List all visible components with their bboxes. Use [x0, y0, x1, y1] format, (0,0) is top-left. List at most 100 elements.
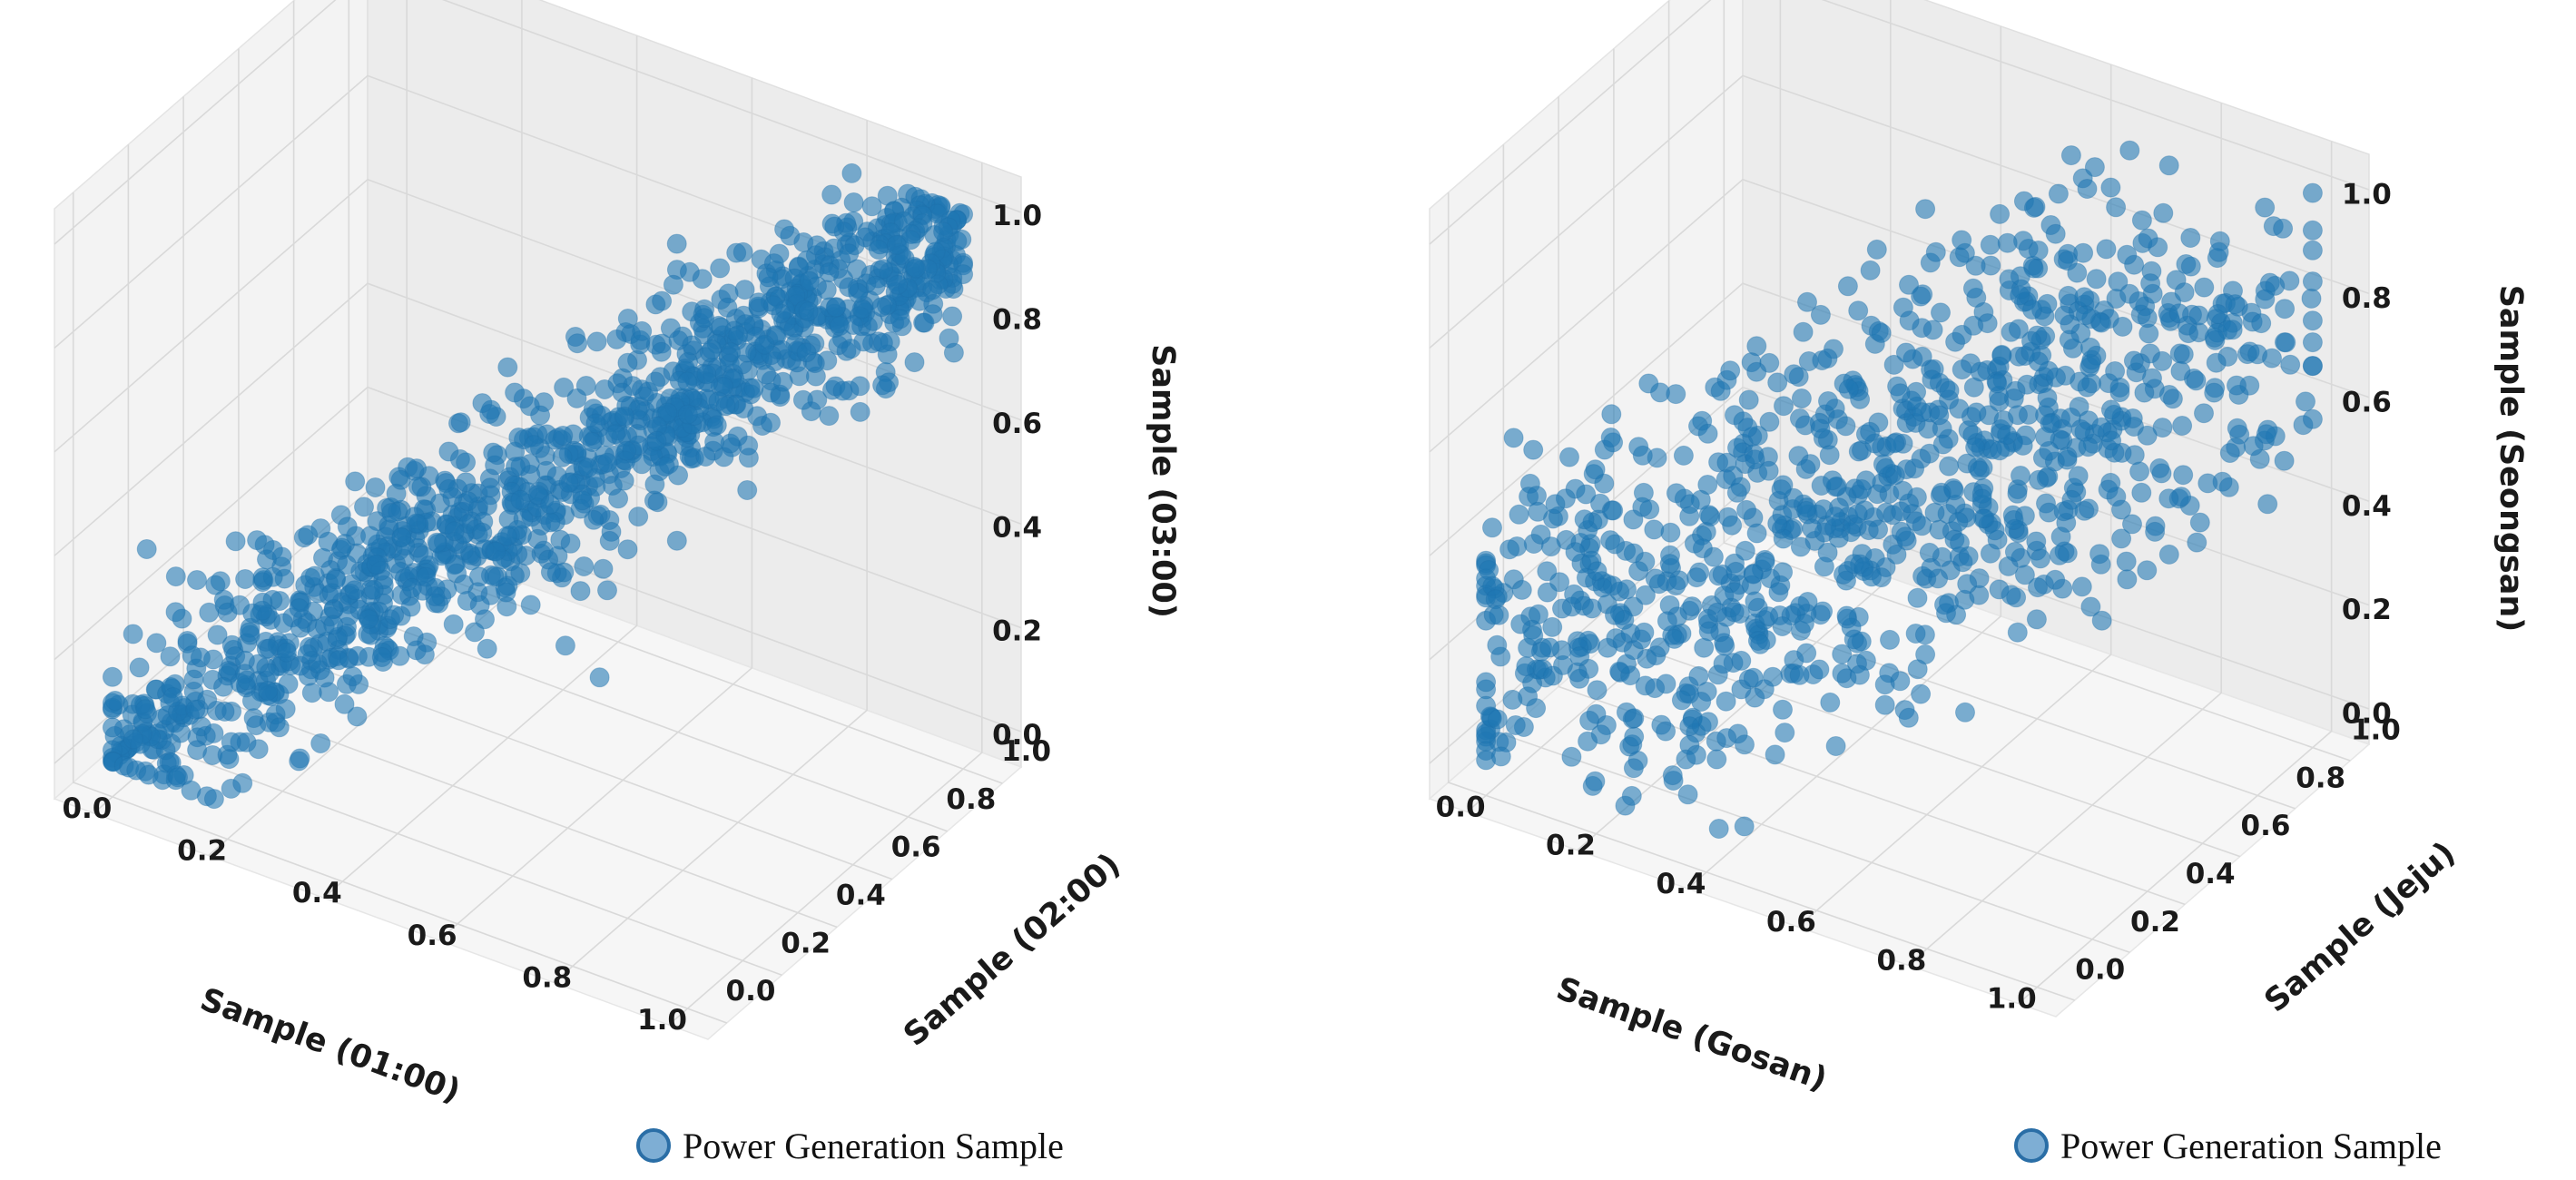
data-point	[2172, 416, 2193, 436]
data-point	[416, 566, 437, 587]
gridline-x	[323, 35, 638, 899]
data-point	[584, 509, 605, 530]
data-point	[444, 521, 465, 542]
data-point	[890, 309, 910, 329]
data-point	[1934, 595, 1954, 615]
data-point	[232, 772, 253, 793]
data-point	[816, 280, 837, 300]
data-point	[558, 472, 579, 493]
data-point	[599, 530, 620, 551]
data-point	[2028, 241, 2049, 261]
data-point	[1487, 709, 1508, 730]
data-point	[1802, 518, 1823, 539]
data-point	[2012, 435, 2033, 456]
data-point	[2108, 271, 2129, 292]
data-point	[2117, 244, 2138, 265]
data-point	[1911, 683, 1932, 704]
data-point	[1797, 291, 1817, 312]
data-point	[2296, 391, 2315, 412]
data-point	[909, 290, 930, 311]
data-point	[1511, 579, 1532, 600]
data-point	[2007, 483, 2028, 504]
data-point	[2030, 548, 2050, 569]
data-point	[1784, 364, 1804, 385]
data-point	[756, 364, 777, 385]
z-tick-label: 0.2	[992, 615, 1042, 648]
data-point	[185, 699, 206, 720]
data-point	[906, 258, 926, 279]
data-point	[616, 440, 637, 461]
data-point	[554, 377, 575, 398]
data-point	[1594, 473, 1615, 494]
data-point	[345, 471, 366, 492]
data-point	[407, 458, 428, 479]
data-point	[2137, 308, 2158, 329]
legend-marker-icon	[636, 1128, 671, 1163]
data-point	[2255, 289, 2276, 310]
gridline-z	[1429, 0, 2370, 245]
data-point	[657, 402, 678, 423]
y-tick-label: 0.4	[836, 880, 886, 912]
data-point	[1624, 708, 1645, 729]
data-point	[456, 452, 477, 473]
data-point	[721, 342, 742, 363]
data-point	[1767, 372, 1788, 393]
data-point	[819, 406, 840, 427]
data-point	[2017, 374, 2038, 395]
data-point	[839, 243, 860, 264]
data-point	[1971, 488, 1992, 509]
data-point	[1537, 582, 1558, 603]
data-point	[2105, 361, 2126, 381]
data-point	[832, 380, 853, 401]
data-point	[469, 595, 490, 615]
data-point	[2028, 577, 2048, 598]
gridline-x	[2018, 141, 2333, 1005]
data-point	[1955, 702, 1975, 723]
data-point	[1671, 690, 1692, 711]
data-point	[628, 506, 649, 527]
data-point	[2189, 512, 2210, 533]
data-point	[1745, 591, 1765, 612]
data-point	[2023, 197, 2044, 218]
scatter3d-chart-right: 0.00.00.00.20.20.20.4 0.40.40.60.60.60.80…	[1428, 0, 2529, 1166]
data-point	[1794, 614, 1814, 634]
data-point	[1965, 437, 1986, 457]
chart-right-ylabel: Sample (Jeju)	[2258, 835, 2463, 1019]
data-point	[2045, 223, 2066, 244]
data-point	[239, 622, 260, 643]
data-point	[1576, 484, 1597, 505]
data-point	[221, 732, 241, 752]
data-point	[1791, 388, 1812, 408]
data-point	[2174, 282, 2195, 303]
data-point	[1605, 534, 1626, 555]
z-tick-label: 0.8	[992, 304, 1042, 337]
data-point	[359, 609, 379, 630]
data-point	[1884, 433, 1905, 454]
data-point	[199, 602, 220, 623]
data-point	[2061, 489, 2082, 510]
data-point	[1509, 504, 1529, 525]
data-point	[1679, 716, 1700, 737]
data-point	[645, 371, 666, 392]
gridline-z	[54, 0, 1022, 245]
data-point	[2257, 494, 2278, 515]
data-point	[819, 262, 840, 283]
data-point	[2173, 465, 2194, 486]
data-point	[652, 290, 673, 311]
data-point	[1503, 428, 1524, 448]
data-point	[1789, 664, 1810, 685]
chart-right-legend-label: Power Generation Sample	[2060, 1126, 2442, 1166]
data-point	[1898, 707, 1919, 728]
data-point	[1540, 536, 1561, 557]
data-point	[1697, 423, 1718, 444]
data-point	[1848, 300, 1869, 321]
data-point	[2091, 312, 2111, 333]
data-point	[2158, 488, 2179, 509]
data-point	[486, 541, 506, 562]
data-point	[1931, 302, 1951, 323]
data-point	[2048, 183, 2069, 204]
data-point	[830, 316, 850, 337]
data-point	[1836, 605, 1857, 626]
data-point	[510, 489, 531, 510]
data-point	[2075, 305, 2096, 326]
